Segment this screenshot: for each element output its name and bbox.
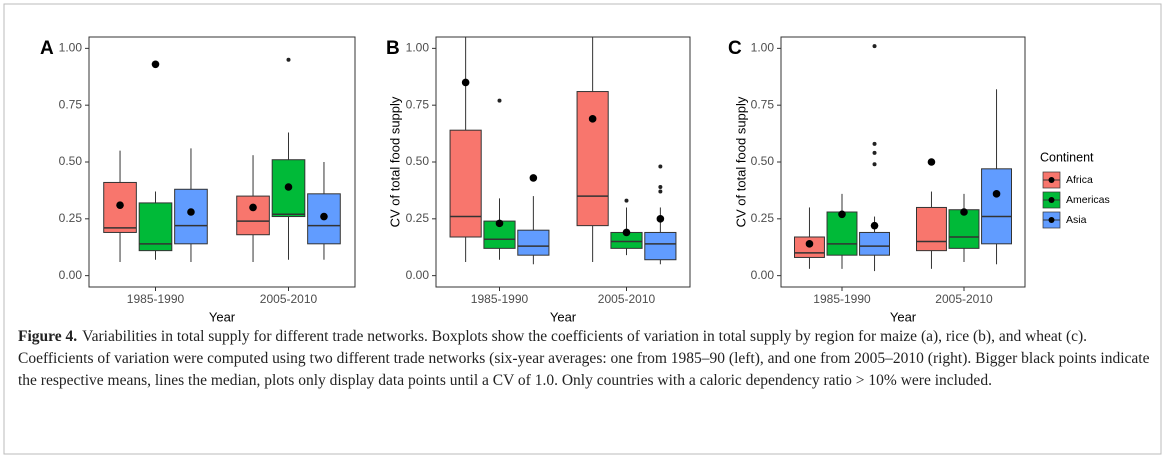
panel-label: A — [40, 38, 54, 59]
outlier — [872, 44, 877, 49]
mean — [249, 203, 257, 212]
y-tick-label: 1.00 — [59, 41, 83, 55]
y-tick-label: 0.50 — [59, 154, 83, 168]
mean — [495, 219, 504, 228]
mean — [284, 183, 293, 191]
mean — [992, 190, 1001, 198]
box — [916, 206, 947, 252]
y-tick-label: 0.00 — [59, 268, 83, 282]
y-tick-label: 1.00 — [751, 41, 775, 55]
x-tick-label: 1985-1990 — [471, 292, 529, 306]
y-axis-label: CV of total food supply — [387, 96, 402, 227]
mean — [320, 212, 328, 221]
panel-label: B — [386, 38, 400, 59]
legend-label: Asia — [1066, 214, 1087, 226]
y-tick-label: 0.25 — [59, 211, 83, 225]
outlier — [624, 198, 629, 203]
outlier — [286, 57, 291, 62]
mean — [529, 174, 538, 182]
x-axis-label: Year — [890, 309, 917, 324]
y-tick-label: 0.00 — [406, 268, 430, 282]
outlier — [497, 98, 502, 103]
mean — [805, 240, 814, 248]
mean — [927, 158, 936, 166]
x-axis-label: Year — [550, 309, 577, 324]
legend-label: Americas — [1066, 194, 1110, 206]
figure-frame — [3, 3, 1162, 455]
box — [948, 209, 980, 249]
legend-mean — [1048, 197, 1055, 203]
mean — [960, 208, 968, 216]
mean — [151, 60, 160, 69]
box — [174, 188, 208, 245]
mean — [461, 78, 470, 87]
box — [517, 229, 550, 256]
y-tick-label: 0.25 — [751, 211, 775, 225]
mean — [187, 208, 195, 216]
mean — [838, 210, 846, 219]
figure-caption: Figure 4. Variabilities in total supply f… — [18, 326, 1153, 392]
box — [236, 195, 270, 236]
y-tick-label: 0.25 — [406, 211, 430, 225]
outlier — [872, 150, 877, 155]
legend-mean — [1048, 177, 1055, 183]
mean — [116, 201, 124, 209]
outlier — [658, 164, 663, 169]
x-tick-label: 1985-1990 — [813, 292, 871, 306]
box — [644, 231, 677, 261]
y-tick-label: 0.75 — [59, 97, 83, 111]
box — [859, 231, 890, 256]
legend-label: Africa — [1066, 174, 1093, 186]
y-tick-label: 0.50 — [406, 154, 430, 168]
y-tick-label: 1.00 — [406, 41, 430, 55]
caption-label: Figure 4. — [18, 328, 78, 345]
x-tick-label: 2005-2010 — [935, 292, 993, 306]
outlier — [658, 189, 663, 194]
plot-panel — [88, 36, 356, 288]
x-tick-label: 2005-2010 — [260, 292, 318, 306]
box — [826, 211, 858, 256]
y-tick-label: 0.00 — [751, 268, 775, 282]
mean — [622, 228, 631, 237]
box — [576, 91, 609, 227]
outlier — [872, 141, 877, 146]
box — [138, 202, 173, 252]
x-axis-label: Year — [209, 309, 236, 324]
y-tick-label: 0.75 — [751, 97, 775, 111]
outlier — [658, 185, 663, 189]
panel-label: C — [728, 38, 742, 59]
y-axis-label: CV of total food supply — [733, 96, 748, 227]
box — [449, 129, 482, 238]
box — [981, 168, 1012, 245]
x-tick-label: 1985-1990 — [127, 292, 185, 306]
caption-text: Variabilities in total supply for differ… — [18, 328, 1150, 389]
legend-title: Continent — [1040, 150, 1094, 164]
y-tick-label: 0.75 — [406, 97, 430, 111]
y-tick-label: 0.50 — [751, 154, 775, 168]
mean — [870, 221, 879, 230]
mean — [656, 215, 665, 223]
x-tick-label: 2005-2010 — [598, 292, 656, 306]
mean — [588, 115, 597, 123]
outlier — [872, 162, 877, 167]
legend-mean — [1048, 217, 1055, 223]
